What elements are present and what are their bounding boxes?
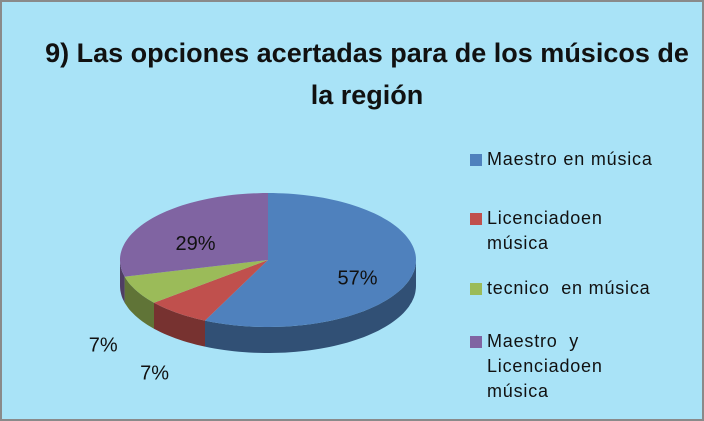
legend-swatch [470,154,482,166]
data-label: 7% [140,362,169,384]
legend-label: tecnico en música [487,278,651,298]
legend-entry: Maestro en música [470,147,702,172]
legend-entry: tecnico en música [470,276,702,301]
data-label: 7% [89,334,118,356]
legend-swatch [470,213,482,225]
legend-label: Maestro en música [487,149,653,169]
pie-slice-side [205,260,416,353]
pie-slice-side [154,302,205,347]
pie-slice-side [120,260,125,303]
legend-label: Licenciadoen música [487,208,609,253]
pie-slice [124,260,268,303]
data-label: 57% [338,267,378,289]
pie-slice-side [124,276,154,329]
legend-entry: Licenciadoen música [470,206,702,256]
legend-swatch [470,336,482,348]
legend-entry: Maestro y Licenciadoen música [470,329,702,404]
pie-slice [205,193,416,327]
legend: Maestro en música Licenciadoen música tecn… [470,147,702,404]
chart-title: 9) Las opciones acertadas para de los mú… [45,38,689,110]
legend-swatch [470,283,482,295]
pie-slice [120,193,268,277]
legend-label: Maestro y Licenciadoen música [487,331,609,401]
data-label: 29% [175,233,215,255]
pie-slice [154,260,268,321]
